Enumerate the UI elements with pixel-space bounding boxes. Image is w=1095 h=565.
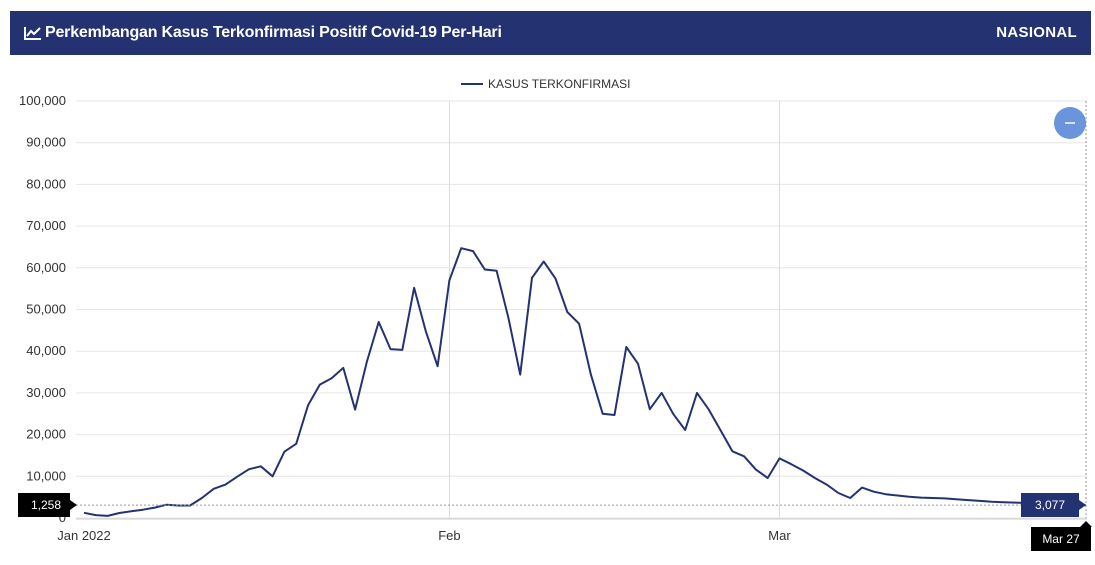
series-layer (83, 247, 1087, 517)
left-flag-shape (18, 493, 77, 517)
scope-label: NASIONAL (996, 24, 1077, 41)
y-tick-label: 40,000 (26, 343, 66, 358)
right-value-flag: 3,077 (1021, 493, 1086, 517)
y-tick-label: 100,000 (19, 93, 66, 108)
date-flag-shape (1031, 521, 1092, 551)
y-tick-label: 70,000 (26, 218, 66, 233)
date-flag: Mar 27 (1031, 521, 1092, 551)
date-flag-value: Mar 27 (1042, 532, 1080, 546)
y-tick-label: 90,000 (26, 135, 66, 150)
covid-line-chart[interactable]: 0 10,000 20,000 30,000 40,000 50,000 60,000 70,… (0, 56, 1095, 565)
series-line (83, 247, 1087, 517)
legend[interactable]: KASUS TERKONFIRMASI (461, 77, 630, 91)
x-tick-label: Mar (768, 528, 791, 543)
grid-layer (76, 100, 1087, 519)
crosshair-overlay: 1,258 3,077 Mar 27 (18, 101, 1092, 551)
y-tick-label: 10,000 (26, 468, 66, 483)
y-tick-label: 20,000 (26, 427, 66, 442)
y-tick-label: 80,000 (26, 176, 66, 191)
chart-header: Perkembangan Kasus Terkonfirmasi Positif… (10, 11, 1091, 55)
x-tick-label: Feb (438, 528, 460, 543)
axis-layer: 0 10,000 20,000 30,000 40,000 50,000 60,000 70,… (19, 93, 1087, 543)
left-flag-value: 1,258 (31, 498, 61, 512)
legend-item[interactable]: KASUS TERKONFIRMASI (461, 77, 630, 91)
right-flag-shape (1021, 493, 1086, 517)
header-title-group: Perkembangan Kasus Terkonfirmasi Positif… (24, 11, 502, 55)
legend-label: KASUS TERKONFIRMASI (488, 77, 630, 91)
left-value-flag: 1,258 (18, 493, 77, 517)
y-tick-label: 50,000 (26, 302, 66, 317)
x-tick-label: Jan 2022 (57, 528, 111, 543)
line-chart-icon (24, 27, 41, 40)
right-flag-value: 3,077 (1035, 498, 1065, 512)
y-tick-label: 30,000 (26, 385, 66, 400)
chart-title: Perkembangan Kasus Terkonfirmasi Positif… (45, 24, 502, 41)
zoom-out-button[interactable] (1054, 107, 1086, 139)
y-tick-label: 0 (59, 510, 66, 525)
y-tick-label: 60,000 (26, 260, 66, 275)
